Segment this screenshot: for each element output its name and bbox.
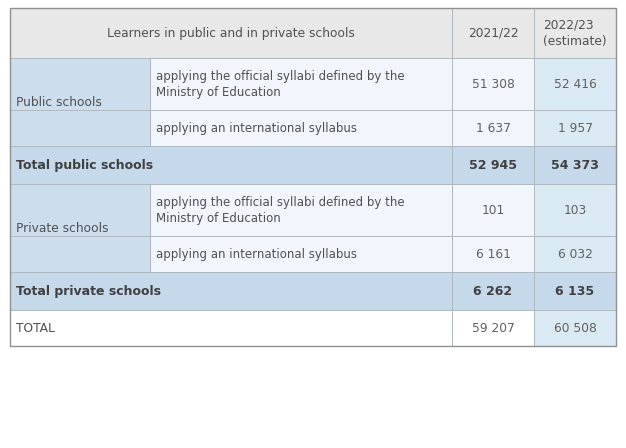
Text: Private schools: Private schools [16, 221, 108, 234]
Bar [10, 110, 150, 146]
Bar [452, 272, 534, 310]
Bar [452, 146, 534, 184]
Text: 6 135: 6 135 [555, 284, 595, 297]
Bar [534, 146, 616, 184]
Bar [150, 236, 452, 272]
Text: Learners in public and in private schools: Learners in public and in private school… [107, 26, 355, 39]
Bar [150, 184, 452, 236]
Bar [534, 236, 616, 272]
Bar [10, 146, 452, 184]
Bar [534, 8, 616, 58]
Bar [150, 58, 452, 110]
Text: Public schools: Public schools [16, 95, 102, 108]
Bar [534, 184, 616, 236]
Text: Total public schools: Total public schools [16, 159, 153, 172]
Text: applying an international syllabus: applying an international syllabus [156, 247, 357, 260]
Bar [452, 236, 534, 272]
Bar [10, 8, 616, 346]
Text: 2022/23
(estimate): 2022/23 (estimate) [543, 18, 607, 47]
Bar [452, 310, 534, 346]
Bar [534, 310, 616, 346]
Text: 60 508: 60 508 [553, 322, 597, 335]
Bar [452, 184, 534, 236]
Text: 1 637: 1 637 [476, 121, 510, 134]
Text: 59 207: 59 207 [471, 322, 515, 335]
Bar [452, 110, 534, 146]
Bar [150, 110, 452, 146]
Bar [10, 236, 150, 272]
Bar [452, 8, 534, 58]
Bar [10, 310, 452, 346]
Text: 52 945: 52 945 [469, 159, 517, 172]
Bar [534, 58, 616, 110]
Text: 54 373: 54 373 [551, 159, 599, 172]
Text: applying the official syllabi defined by the
Ministry of Education: applying the official syllabi defined by… [156, 69, 404, 99]
Text: 101: 101 [481, 203, 505, 216]
Bar [10, 8, 452, 58]
Text: 51 308: 51 308 [471, 78, 515, 90]
Bar [10, 184, 150, 236]
Bar [10, 272, 452, 310]
Bar [534, 110, 616, 146]
Text: applying an international syllabus: applying an international syllabus [156, 121, 357, 134]
Text: 1 957: 1 957 [558, 121, 592, 134]
Text: TOTAL: TOTAL [16, 322, 55, 335]
Text: 6 161: 6 161 [476, 247, 510, 260]
Text: 52 416: 52 416 [553, 78, 597, 90]
Text: applying the official syllabi defined by the
Ministry of Education: applying the official syllabi defined by… [156, 195, 404, 224]
Text: 6 032: 6 032 [558, 247, 592, 260]
Text: Total private schools: Total private schools [16, 284, 161, 297]
Bar [452, 58, 534, 110]
Text: 6 262: 6 262 [473, 284, 513, 297]
Text: 103: 103 [563, 203, 587, 216]
Text: 2021/22: 2021/22 [468, 26, 518, 39]
Bar [10, 58, 150, 110]
Bar [534, 272, 616, 310]
